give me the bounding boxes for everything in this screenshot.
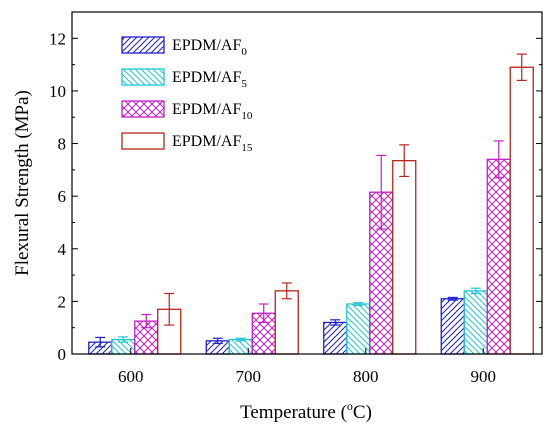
x-tick-label: 900 bbox=[471, 367, 497, 386]
bar bbox=[228, 338, 253, 355]
x-tick-label: 600 bbox=[118, 367, 144, 386]
legend: EPDM/AF0 EPDM/AF5 EPDM/AF10 EPDM/AF15 bbox=[121, 36, 253, 154]
legend-swatch bbox=[121, 36, 165, 54]
legend-swatch bbox=[121, 132, 165, 150]
error-bars-layer bbox=[95, 53, 527, 348]
bar bbox=[346, 303, 371, 355]
legend-label: EPDM/AF15 bbox=[172, 133, 253, 154]
x-axis-label: Temperature (oC) bbox=[240, 399, 372, 423]
bar bbox=[463, 290, 488, 355]
y-axis: 0 2 4 6 8 10 12 bbox=[49, 29, 542, 364]
plot-area-frame bbox=[71, 11, 543, 355]
y-tick-label: 6 bbox=[58, 187, 67, 206]
x-tick-label: 800 bbox=[353, 367, 379, 386]
bar bbox=[274, 290, 299, 355]
bar bbox=[392, 159, 417, 355]
y-tick-label: 12 bbox=[49, 29, 66, 48]
bar bbox=[486, 158, 511, 355]
y-tick-label: 2 bbox=[58, 292, 67, 311]
y-tick-label: 10 bbox=[49, 82, 66, 101]
legend-swatch bbox=[121, 68, 165, 86]
x-tick-label: 700 bbox=[236, 367, 262, 386]
legend-label: EPDM/AF10 bbox=[172, 101, 253, 122]
bar bbox=[440, 298, 465, 355]
x-axis: 600 700 800 900 bbox=[118, 348, 496, 386]
bar bbox=[323, 321, 348, 355]
legend-label: EPDM/AF0 bbox=[172, 37, 247, 58]
y-tick-label: 0 bbox=[58, 345, 67, 364]
y-axis-label: Flexural Strength (MPa) bbox=[12, 90, 33, 276]
bar bbox=[509, 66, 534, 355]
bars-layer bbox=[88, 66, 534, 355]
y-tick-label: 4 bbox=[58, 240, 67, 259]
y-tick-label: 8 bbox=[58, 135, 67, 154]
legend-label: EPDM/AF5 bbox=[172, 69, 247, 90]
legend-swatch bbox=[121, 100, 165, 118]
